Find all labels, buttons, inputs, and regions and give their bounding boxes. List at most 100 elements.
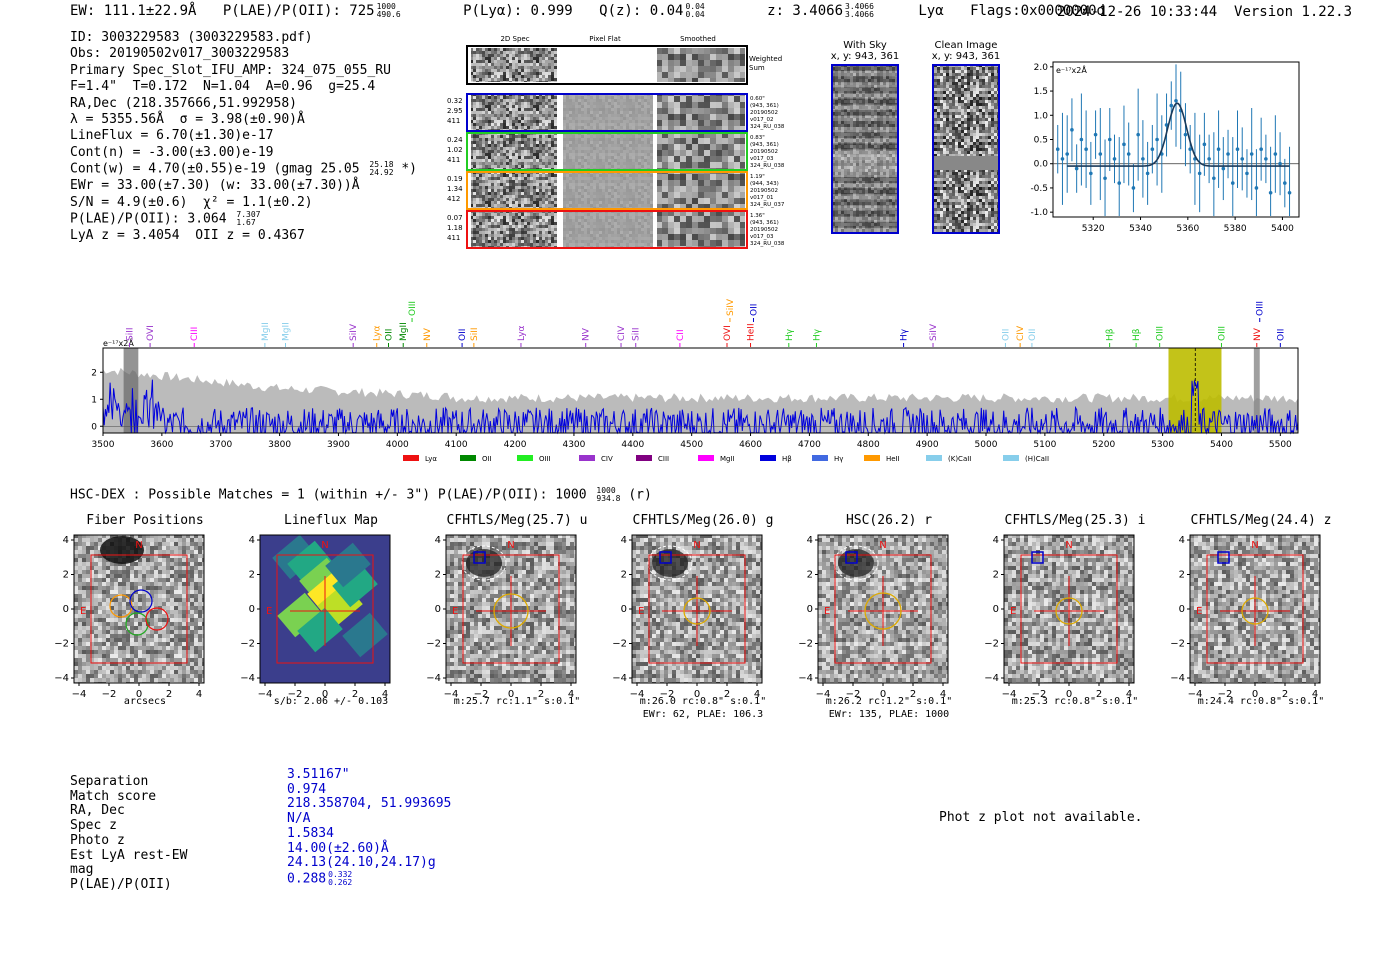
flux-blob	[277, 592, 323, 638]
legend-swatch	[517, 455, 533, 461]
x-tick-label: 4	[568, 689, 574, 700]
spectral-line-label: OIII	[408, 301, 418, 316]
cutout-caption: s/b: 2.06 +/- 0.103	[273, 696, 389, 707]
y-tick-label: 0	[249, 604, 255, 615]
spectral-line-label: CIV	[1016, 325, 1026, 341]
x-tick-label: 0	[508, 689, 514, 700]
data-point	[1107, 137, 1112, 142]
data-point	[1074, 166, 1079, 171]
y-tick-label: −4	[240, 673, 255, 684]
legend-swatch	[926, 455, 942, 461]
y-tick-label: 0	[63, 604, 69, 615]
fiber-stat: 1.18	[447, 224, 463, 232]
match-circle	[864, 592, 902, 630]
x-tick-label: 4100	[445, 440, 468, 450]
data-point	[1112, 157, 1117, 161]
east-label: E	[80, 606, 86, 617]
fiber-stat: 0.07	[447, 214, 463, 222]
spectral-line-label: Hγ	[785, 328, 795, 341]
source-aperture	[833, 545, 879, 581]
fiber-spec	[471, 95, 557, 130]
legend-label: (H)CaII	[1025, 455, 1049, 463]
info-contn: Cont(n) = -3.00(±3.00)e-19	[70, 144, 274, 160]
data-point	[1055, 147, 1060, 151]
cutout-title: CFHTLS/Meg(25.3) i	[1004, 513, 1146, 528]
fiber-meta: 0.60"	[750, 96, 765, 102]
spectral-line-label: OII	[458, 329, 468, 341]
legend-label: CIII	[658, 455, 669, 463]
fiber-meta: 1.36"	[750, 213, 765, 219]
match-value: N/A	[287, 811, 311, 827]
north-label: N	[1065, 540, 1072, 551]
cutout-caption-2: EWr: 62, PLAE: 106.3	[642, 709, 764, 720]
y-tick-label: 4	[621, 535, 627, 546]
cutout-image: N E 4 2 0 −2 −4−4 −2 0 2 4	[984, 534, 1135, 700]
cutout-title: HSC(26.2) r	[845, 513, 933, 528]
x-tick-label: 4	[1312, 689, 1318, 700]
x-tick-label: −2	[1218, 689, 1233, 700]
north-label: N	[693, 540, 700, 551]
spectral-line-label: NV	[582, 327, 592, 341]
match-label: Match score	[70, 788, 157, 804]
x-tick-label: −4	[1188, 689, 1203, 700]
fiber-meta: (943, 361)	[750, 220, 779, 226]
y-tick-label: 2.0	[1034, 63, 1049, 73]
y-tick-label: −2	[240, 639, 255, 650]
x-tick-label: 5300	[1151, 440, 1174, 450]
weighted-sum-spec	[471, 48, 557, 82]
x-tick-label: 4500	[680, 440, 703, 450]
flux-blob	[342, 612, 388, 658]
data-point	[1283, 181, 1287, 185]
y-tick-label: 1.0	[1034, 111, 1049, 121]
line-fit-plot: 5320 5340 5360 5380 5400 2.0 1.5 1.0 0.5 0.0 -0.5 -…	[1030, 61, 1300, 234]
cutout-image: N E 4 2 0 −2 −4−4 −2 0 2 4	[426, 534, 577, 700]
fiber-stat: 0.19	[447, 175, 463, 183]
noise-envelope	[103, 367, 1298, 433]
x-tick-label: 4400	[621, 440, 644, 450]
data-point	[1268, 190, 1273, 195]
data-point	[1150, 147, 1155, 151]
data-point	[1240, 157, 1245, 161]
aperture-box	[1206, 554, 1304, 664]
match-label: Est LyA rest-EW	[70, 847, 188, 863]
x-tick-label: −2	[102, 689, 117, 700]
x-tick-label: 5200	[1092, 440, 1115, 450]
counterpart-box	[473, 551, 486, 564]
sky-noise	[832, 65, 898, 233]
aperture-box	[276, 554, 374, 664]
y-tick-label: 2	[807, 570, 813, 581]
match-value: 1.5834	[287, 825, 334, 841]
spectral-line-label: OII	[1276, 329, 1286, 341]
x-tick-label: 5380	[1224, 224, 1247, 234]
fiber-circle	[129, 589, 153, 613]
aperture-box	[90, 554, 188, 664]
ew-value: EW: 111.1±22.9Å	[70, 3, 197, 19]
spectral-line-label: Hγ	[900, 328, 910, 341]
y-tick-label: 0	[435, 604, 441, 615]
data-point	[1264, 157, 1268, 161]
match-value: 14.00(±2.60)Å	[287, 840, 389, 856]
plae-summary: P(LAE)/P(OII): 725 1000 490.6	[222, 2, 401, 20]
match-circle	[1055, 597, 1083, 625]
data-point	[1235, 147, 1240, 151]
x-tick-label: 0	[1066, 689, 1072, 700]
weighted-sum-label: Weighted	[749, 55, 782, 63]
spectral-line-label: OII	[749, 304, 759, 316]
data-point	[1065, 152, 1069, 156]
spectral-line-label: CIV	[617, 325, 627, 341]
match-label: P(LAE)/P(OII)	[70, 876, 172, 892]
spectral-line-label: MgII	[281, 322, 291, 341]
y-tick-label: 0	[993, 604, 999, 615]
fiber-meta: (943, 361)	[750, 142, 779, 148]
datetime: 2024-12-26 10:33:44	[1057, 4, 1218, 20]
cutout-caption: arcsecs	[123, 696, 167, 707]
masked-region	[123, 348, 139, 433]
fiber-meta: (943, 361)	[750, 103, 779, 109]
y-tick-label: −4	[984, 673, 999, 684]
spectral-line-label: Hβ	[1106, 328, 1116, 341]
info-radec: RA,Dec (218.357666,51.992958)	[70, 95, 297, 111]
flux-blob	[332, 562, 378, 608]
match-value: 0.288 0.332 0.262	[287, 869, 353, 887]
x-tick-label: 4	[754, 689, 760, 700]
hsc-dex-summary: HSC-DEX : Possible Matches = 1 (within +…	[70, 486, 652, 503]
